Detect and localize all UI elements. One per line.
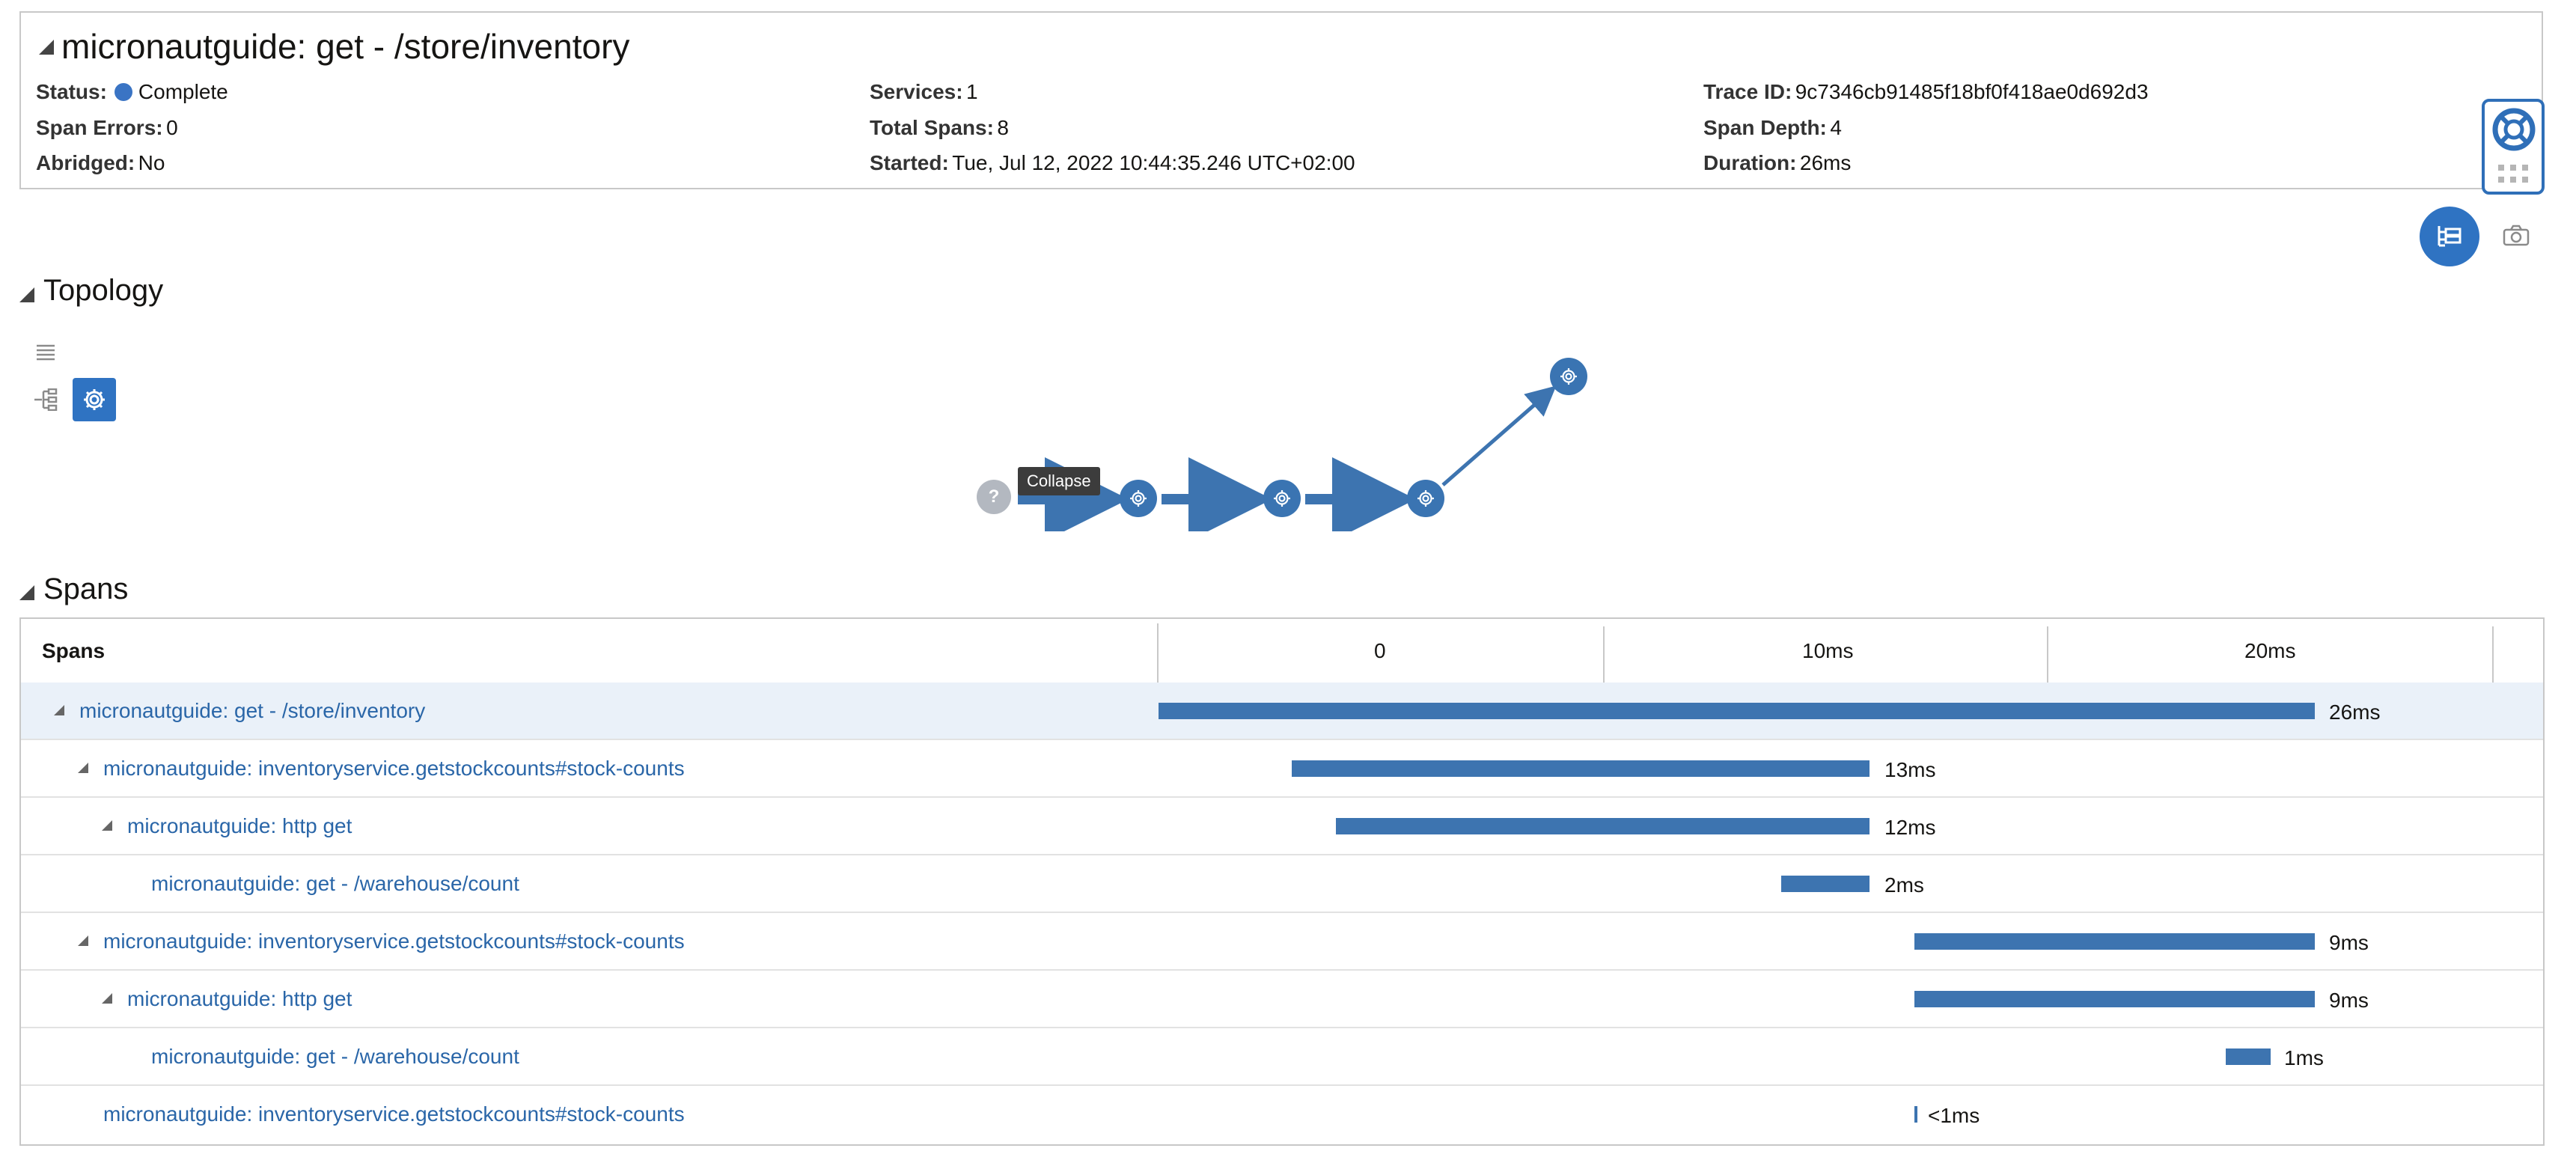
unknown-node[interactable]: ?	[977, 480, 1011, 514]
duration-value: 26ms	[1799, 151, 1852, 174]
total-spans-field: Total Spans: 8	[870, 116, 1009, 139]
span-bar[interactable]	[1292, 760, 1870, 777]
expand-triangle-icon[interactable]	[54, 705, 64, 715]
list-view-button[interactable]	[24, 331, 67, 374]
started-value: Tue, Jul 12, 2022 10:44:35.246 UTC+02:00	[952, 151, 1355, 174]
span-depth-field: Span Depth: 4	[1703, 116, 1842, 139]
topology-edge	[1441, 385, 1557, 486]
spans-column-header: Spans	[42, 639, 106, 662]
spans-title: Spans	[43, 573, 129, 605]
span-row[interactable]: micronautguide: inventoryservice.getstoc…	[21, 740, 2543, 798]
status-dot-icon	[114, 83, 132, 101]
expand-triangle-icon[interactable]	[102, 820, 112, 831]
trace-id-value: 9c7346cb91485f18bf0f418ae0d692d3	[1795, 80, 2149, 103]
span-row[interactable]: micronautguide: inventoryservice.getstoc…	[21, 1086, 2543, 1144]
span-label[interactable]: micronautguide: http get	[127, 987, 352, 1010]
spans-table: Spans 0 10ms 20ms micronautguide: get - …	[19, 617, 2545, 1146]
service-node[interactable]	[1550, 358, 1587, 395]
span-duration: 9ms	[2329, 989, 2369, 1012]
span-bar[interactable]	[1336, 818, 1870, 834]
span-label[interactable]: micronautguide: inventoryservice.getstoc…	[103, 1102, 685, 1126]
expand-triangle-icon[interactable]	[78, 763, 88, 773]
span-duration: 13ms	[1884, 758, 1936, 781]
span-duration: 26ms	[2329, 700, 2381, 724]
span-errors-value: 0	[166, 116, 178, 139]
started-field: Started: Tue, Jul 12, 2022 10:44:35.246 …	[870, 151, 1355, 174]
span-duration: 2ms	[1884, 873, 1924, 897]
span-bar[interactable]	[1781, 876, 1870, 892]
span-bar[interactable]	[1914, 991, 2315, 1007]
span-bar[interactable]	[2226, 1048, 2271, 1065]
service-node[interactable]	[1120, 480, 1157, 517]
service-node[interactable]	[1263, 480, 1301, 517]
help-widget[interactable]	[2482, 99, 2545, 195]
column-divider[interactable]	[1157, 623, 1159, 683]
span-row[interactable]: micronautguide: inventoryservice.getstoc…	[21, 913, 2543, 971]
span-row[interactable]: micronautguide: http get 12ms	[21, 798, 2543, 855]
hierarchy-icon	[34, 388, 58, 411]
spans-collapse-icon[interactable]	[19, 585, 34, 600]
span-label[interactable]: micronautguide: inventoryservice.getstoc…	[103, 757, 685, 780]
span-label[interactable]: micronautguide: http get	[127, 814, 352, 837]
expand-triangle-icon[interactable]	[78, 935, 88, 946]
gear-icon	[1274, 490, 1290, 507]
total-spans-value: 8	[997, 116, 1009, 139]
hierarchy-view-button[interactable]	[24, 378, 67, 421]
span-row[interactable]: micronautguide: get - /warehouse/count 1…	[21, 1028, 2543, 1086]
trace-id-field: Trace ID: 9c7346cb91485f18bf0f418ae0d692…	[1703, 80, 2149, 103]
span-duration: 1ms	[2284, 1046, 2324, 1069]
services-field: Services: 1	[870, 80, 978, 103]
tick-label: 20ms	[2244, 639, 2296, 662]
span-bar[interactable]	[1914, 1106, 1917, 1123]
status-field: Status: Complete	[36, 80, 228, 103]
list-icon	[37, 344, 55, 361]
topology-graph	[1018, 385, 1557, 531]
span-duration: 12ms	[1884, 816, 1936, 839]
tree-view-button[interactable]	[2420, 207, 2479, 266]
trace-summary-panel: micronautguide: get - /store/inventory S…	[19, 11, 2543, 189]
trace-title: micronautguide: get - /store/inventory	[61, 27, 630, 66]
span-label[interactable]: micronautguide: get - /warehouse/count	[151, 872, 519, 895]
tick-divider	[2492, 626, 2494, 683]
collapse-tooltip: Collapse	[1018, 467, 1100, 495]
span-bar[interactable]	[1914, 933, 2315, 950]
status-value: Complete	[138, 80, 228, 103]
span-duration: <1ms	[1928, 1104, 1980, 1127]
span-row[interactable]: micronautguide: http get 9ms	[21, 971, 2543, 1028]
gear-icon	[84, 389, 105, 410]
gear-icon	[1560, 368, 1577, 385]
collapse-triangle-icon[interactable]	[39, 40, 54, 55]
tree-view-icon	[2438, 226, 2461, 247]
lifebuoy-icon[interactable]	[2492, 108, 2536, 151]
services-value: 1	[966, 80, 978, 103]
tick-label: 0	[1374, 639, 1386, 662]
tick-label: 10ms	[1802, 639, 1854, 662]
duration-field: Duration: 26ms	[1703, 151, 1852, 174]
camera-icon[interactable]	[2503, 225, 2530, 247]
tick-divider	[1603, 626, 1605, 683]
grip-dots-icon[interactable]	[2498, 165, 2531, 186]
span-label[interactable]: micronautguide: get - /warehouse/count	[151, 1045, 519, 1068]
topology-collapse-icon[interactable]	[19, 287, 34, 302]
span-depth-value: 4	[1830, 116, 1842, 139]
unknown-node-label: ?	[988, 486, 1000, 507]
service-node[interactable]	[1407, 480, 1444, 517]
spans-table-header: Spans 0 10ms 20ms	[21, 619, 2543, 684]
span-duration: 9ms	[2329, 931, 2369, 954]
span-row[interactable]: micronautguide: get - /warehouse/count 2…	[21, 855, 2543, 913]
abridged-value: No	[138, 151, 165, 174]
gear-icon	[1130, 490, 1147, 507]
span-errors-field: Span Errors: 0	[36, 116, 178, 139]
expand-triangle-icon[interactable]	[102, 993, 112, 1004]
gear-icon	[1417, 490, 1434, 507]
abridged-field: Abridged: No	[36, 151, 165, 174]
tick-divider	[2047, 626, 2048, 683]
topology-title: Topology	[43, 274, 164, 307]
service-view-button[interactable]	[73, 378, 116, 421]
span-bar[interactable]	[1159, 703, 2315, 719]
span-label[interactable]: micronautguide: get - /store/inventory	[79, 699, 426, 722]
span-row[interactable]: micronautguide: get - /store/inventory 2…	[21, 683, 2543, 740]
span-label[interactable]: micronautguide: inventoryservice.getstoc…	[103, 929, 685, 953]
